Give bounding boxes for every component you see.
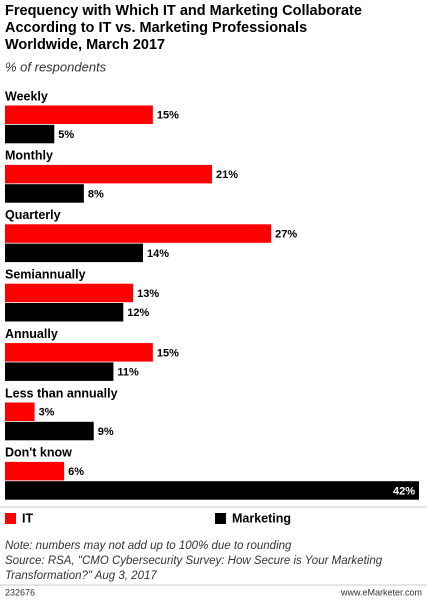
bar — [5, 184, 84, 203]
value-label: 15% — [157, 347, 179, 359]
legend-label: IT — [22, 511, 33, 525]
bar — [5, 481, 419, 500]
bar — [5, 283, 134, 303]
category-label: Semiannually — [5, 267, 86, 281]
category-label: Weekly — [5, 89, 48, 103]
category-label: Annually — [5, 327, 58, 341]
source: Source: RSA, "CMO Cybersecurity Survey: … — [5, 555, 383, 567]
website: www.eMarketer.com — [340, 587, 422, 597]
value-label: 27% — [275, 228, 297, 240]
value-label: 11% — [117, 367, 139, 379]
bar — [5, 124, 55, 144]
bar — [5, 164, 212, 184]
bar — [5, 461, 65, 481]
bar — [5, 243, 143, 263]
bar — [5, 303, 124, 322]
bar — [5, 343, 153, 362]
value-label: 15% — [157, 110, 179, 122]
source: Transformation?" Aug 3, 2017 — [5, 570, 157, 582]
chart-title: Worldwide, March 2017 — [5, 37, 165, 53]
chart-title: According to IT vs. Marketing Profession… — [5, 20, 307, 36]
value-label: 13% — [137, 288, 159, 300]
category-label: Quarterly — [5, 208, 61, 222]
legend-swatch — [215, 513, 226, 524]
value-label: 42% — [393, 485, 415, 497]
note: Note: numbers may not add up to 100% due… — [5, 540, 292, 552]
chart-id: 232676 — [5, 587, 35, 597]
value-label: 3% — [39, 407, 55, 419]
legend-swatch — [5, 513, 16, 524]
value-label: 8% — [88, 188, 104, 200]
value-label: 14% — [147, 248, 169, 260]
bar — [5, 362, 114, 381]
category-label: Monthly — [5, 149, 53, 163]
legend-label: Marketing — [232, 511, 291, 525]
chart-title: Frequency with Which IT and Marketing Co… — [5, 3, 362, 19]
bar — [5, 402, 35, 421]
category-label: Don't know — [5, 446, 72, 460]
value-label: 5% — [58, 129, 74, 141]
value-label: 21% — [216, 169, 238, 181]
bar — [5, 421, 94, 441]
bar — [5, 105, 153, 124]
chart-subtitle: % of respondents — [5, 59, 107, 74]
bar — [5, 224, 272, 243]
value-label: 12% — [127, 307, 149, 319]
category-label: Less than annually — [5, 386, 118, 400]
value-label: 6% — [68, 466, 84, 478]
value-label: 9% — [98, 426, 114, 438]
